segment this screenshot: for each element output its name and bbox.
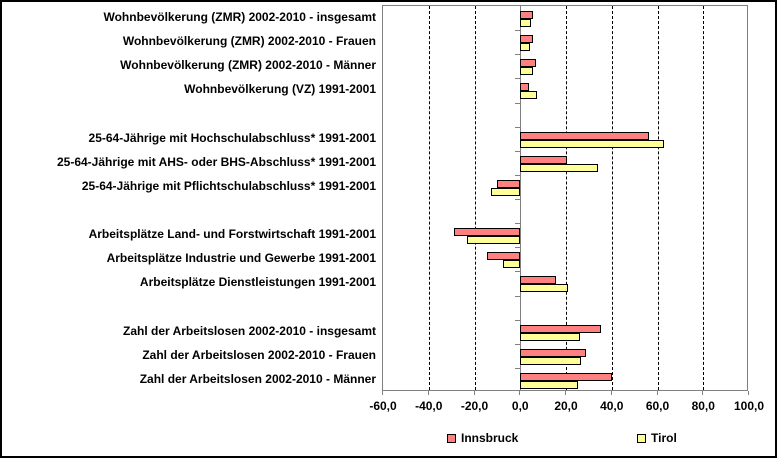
category-label: Arbeitsplätze Land- und Forstwirtschaft … (88, 227, 376, 242)
category-axis-tick (515, 271, 521, 273)
x-axis-tick (427, 391, 429, 395)
x-tick-label: 0,0 (511, 399, 529, 413)
category-axis-tick (515, 126, 521, 128)
bar-innsbruck-8 (487, 252, 521, 261)
category-axis-tick (515, 343, 521, 345)
x-tick-label: -60,0 (369, 399, 397, 413)
bar-tirol-5 (520, 163, 599, 172)
bar-innsbruck-10 (520, 324, 601, 333)
bar-innsbruck-0 (520, 11, 533, 19)
x-tick-label: 100,0 (733, 399, 765, 413)
bar-tirol-7 (466, 236, 521, 245)
category-axis-tick (515, 367, 521, 369)
bar-tirol-1 (520, 43, 531, 52)
bar-innsbruck-4 (520, 131, 650, 140)
gridline-60 (657, 6, 659, 390)
bar-innsbruck-12 (520, 372, 613, 381)
category-label: Wohnbevölkerung (VZ) 1991-2001 (184, 82, 376, 97)
bar-innsbruck-1 (520, 35, 534, 44)
x-axis-tick (565, 391, 566, 395)
category-axis-tick (515, 174, 521, 176)
x-axis-tick (382, 391, 383, 395)
plot-area (382, 5, 748, 391)
bar-tirol-4 (520, 139, 665, 148)
category-axis-tick (515, 223, 521, 225)
category-axis-tick (515, 78, 521, 80)
bar-tirol-3 (520, 91, 538, 100)
category-axis-tick (515, 102, 521, 104)
x-tick-label: 20,0 (554, 399, 578, 413)
gridline-20 (566, 6, 567, 390)
category-axis-tick (515, 319, 521, 321)
x-tick-label: 80,0 (691, 399, 715, 413)
category-label: Zahl der Arbeitslosen 2002-2010 - Männer (139, 371, 376, 386)
bar-innsbruck-3 (520, 83, 530, 92)
category-label: Wohnbevölkerung (ZMR) 2002-2010 - Männer (120, 58, 376, 73)
x-axis-tick (610, 391, 612, 395)
category-axis-tick (515, 247, 521, 249)
innsbruck-legend-swatch-icon (447, 433, 456, 443)
x-axis-tick (473, 391, 475, 395)
bar-innsbruck-6 (497, 179, 521, 188)
bar-tirol-10 (520, 332, 580, 341)
x-axis-tick (656, 391, 658, 395)
x-axis-tick (702, 391, 704, 395)
tirol-legend-swatch-icon (637, 433, 646, 443)
x-tick-label: 60,0 (645, 399, 670, 413)
legend-item-tirol: Tirol (637, 431, 677, 445)
x-tick-label: 40,0 (600, 399, 624, 413)
bar-innsbruck-7 (453, 228, 521, 237)
category-axis-tick (515, 54, 521, 56)
gridline--40 (428, 6, 430, 390)
bar-tirol-0 (520, 19, 532, 27)
category-axis-tick (515, 150, 521, 152)
bar-tirol-9 (520, 284, 569, 293)
bar-innsbruck-2 (520, 59, 537, 68)
bar-innsbruck-9 (520, 276, 556, 285)
bar-tirol-8 (503, 260, 521, 269)
category-label: Wohnbevölkerung (ZMR) 2002-2010 - Frauen (122, 34, 376, 49)
x-tick-label: -40,0 (415, 399, 443, 413)
legend-label-tirol: Tirol (651, 431, 677, 445)
category-label: 25-64-Jährige mit Pflichtschulabschluss*… (81, 178, 376, 193)
bar-tirol-6 (491, 187, 521, 196)
gridline-40 (611, 6, 613, 390)
category-axis-tick (515, 30, 521, 32)
gridline--20 (474, 6, 476, 390)
legend-item-innsbruck: Innsbruck (447, 431, 518, 445)
gridline-80 (703, 6, 705, 390)
bar-tirol-11 (520, 356, 581, 365)
category-label: Zahl der Arbeitslosen 2002-2010 - insges… (123, 323, 376, 338)
category-axis-tick (515, 295, 521, 297)
bar-innsbruck-11 (520, 348, 587, 357)
bar-tirol-12 (520, 380, 578, 389)
x-axis-tick (519, 391, 521, 395)
x-tick-label: -20,0 (460, 399, 489, 413)
category-axis-line (520, 6, 522, 390)
category-label: 25-64-Jährige mit AHS- oder BHS-Abschlus… (56, 154, 376, 169)
bar-innsbruck-5 (520, 155, 567, 164)
bar-tirol-2 (520, 67, 534, 76)
category-label: Zahl der Arbeitslosen 2002-2010 - Frauen (142, 347, 376, 362)
category-axis-tick (515, 199, 521, 200)
category-label: 25-64-Jährige mit Hochschulabschluss* 19… (88, 130, 376, 145)
category-label: Arbeitsplätze Dienstleistungen 1991-2001 (139, 275, 376, 290)
legend-label-innsbruck: Innsbruck (461, 431, 519, 445)
x-axis-tick (748, 391, 749, 395)
category-label: Wohnbevölkerung (ZMR) 2002-2010 - insges… (103, 10, 376, 24)
category-label: Arbeitsplätze Industrie und Gewerbe 1991… (106, 251, 376, 266)
